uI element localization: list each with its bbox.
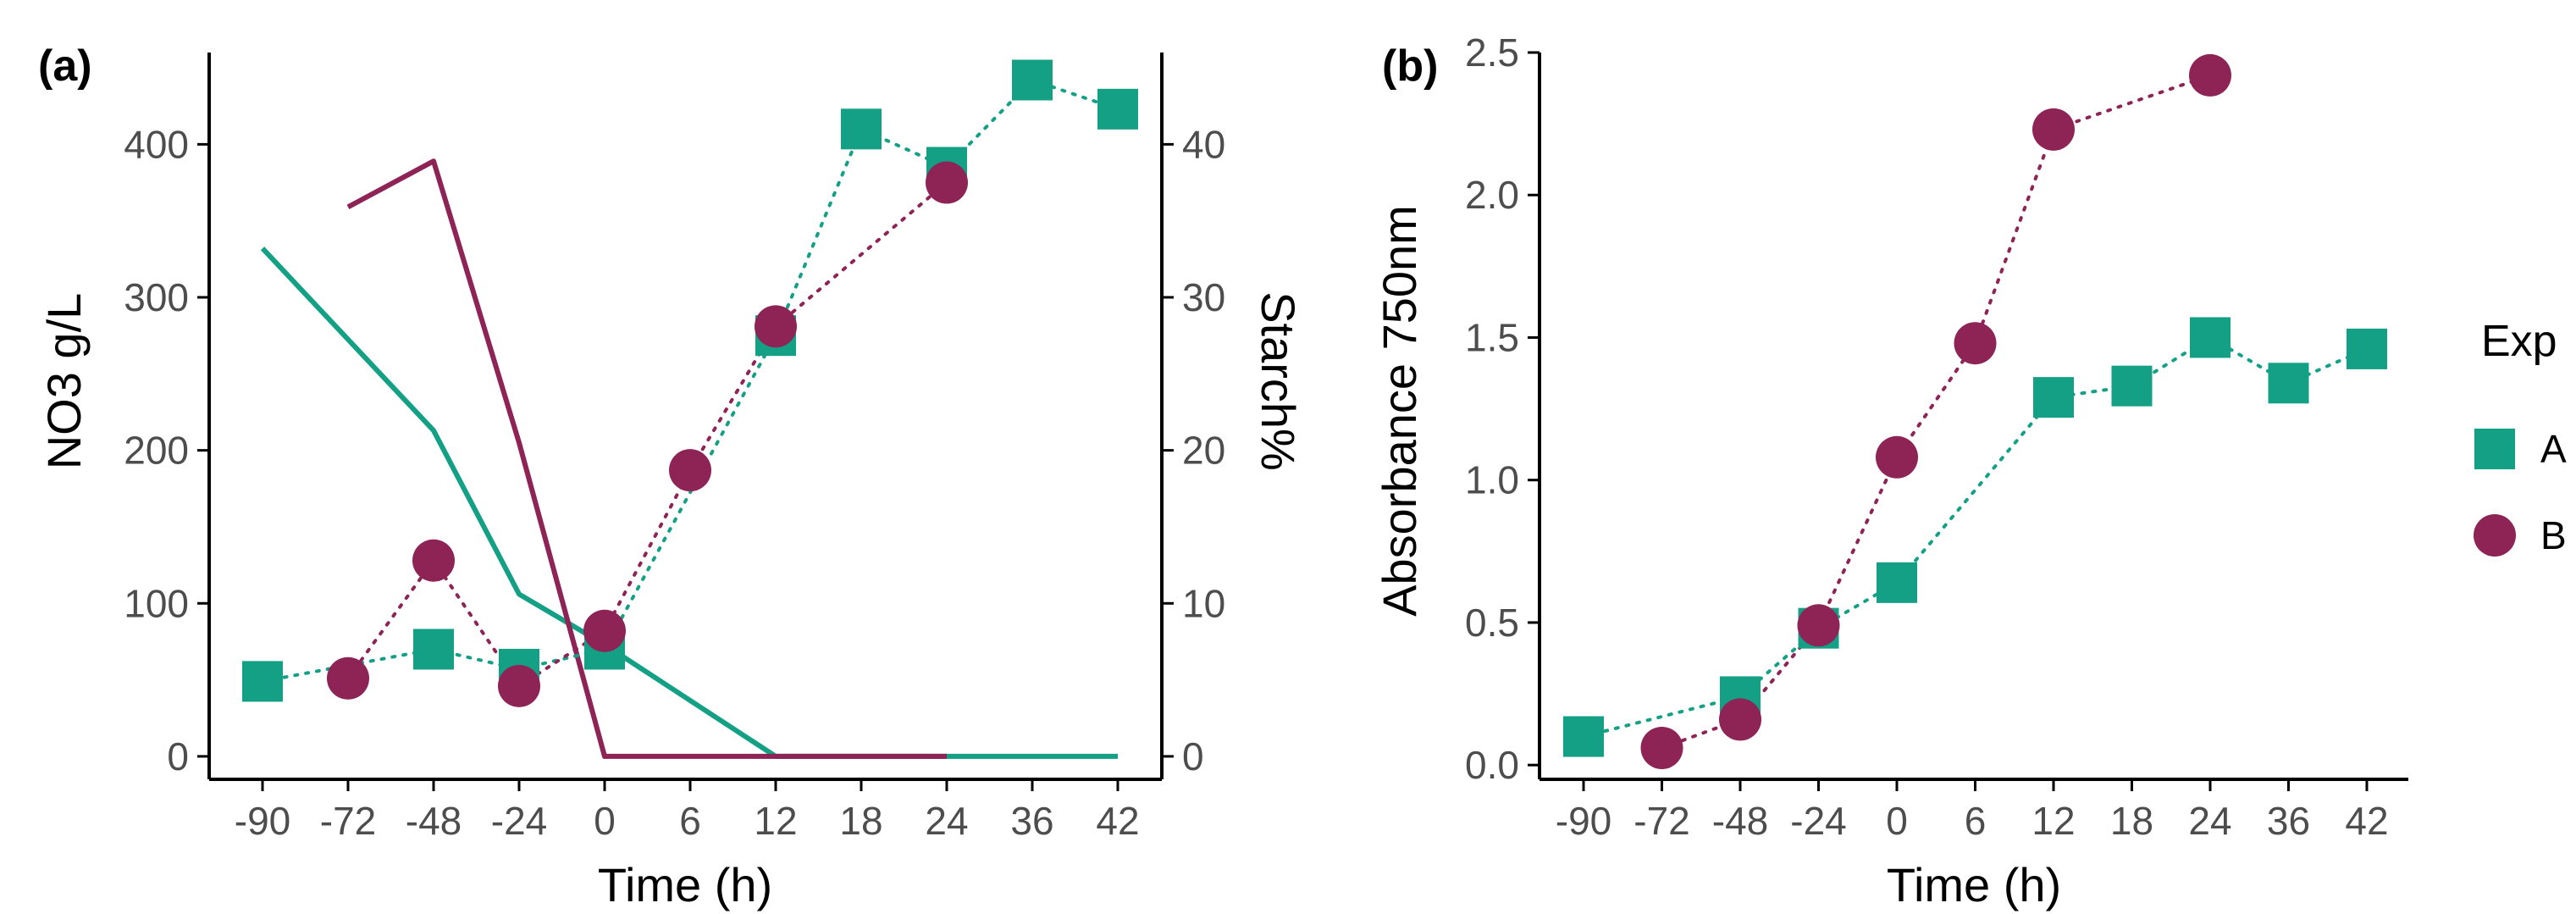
x-tick-label: -24 [491, 799, 547, 843]
legend: Exp AB [2474, 317, 2567, 557]
point-A [1012, 59, 1053, 101]
panel-a-y-axis-title: NO3 g/L [37, 293, 91, 470]
panel-a-x-axis-title: Time (h) [598, 858, 772, 911]
panel-a: (a) -90 -72 -48 -24 0 6 12 18 24 36 42 01002003004… [37, 42, 1305, 911]
x-tick-label: -48 [1712, 799, 1768, 843]
x-tick-label: 18 [839, 799, 882, 843]
x-tick-label: 24 [925, 799, 968, 843]
y-tick-label: 0 [167, 734, 189, 778]
panel-b: (b) -90 -72 -48 -24 0 6 12 18 24 36 42 0.0 0.5 1.0 1.… [1373, 30, 2408, 911]
legend-label-B: B [2540, 513, 2567, 557]
point-A [1563, 716, 1604, 757]
x-tick-label: 12 [2032, 799, 2075, 843]
y-right-tick-label: 10 [1182, 581, 1225, 625]
point-B [498, 664, 540, 707]
panel-a-y-right-axis-title: Starch% [1252, 291, 1305, 471]
series-line-B [1660, 73, 2212, 750]
point-B [1640, 726, 1683, 769]
x-tick-label: 42 [2345, 799, 2388, 843]
x-tick-label: -90 [1556, 799, 1611, 843]
y-tick-label: 400 [124, 122, 189, 166]
x-tick-label: -24 [1790, 799, 1846, 843]
y-tick-label: 2.5 [1465, 30, 1519, 75]
x-tick-label: 6 [1965, 799, 1987, 843]
series-line-A [261, 78, 1119, 684]
y-tick-label: 1.0 [1465, 458, 1519, 502]
y-right-tick-label: 40 [1182, 122, 1225, 166]
point-B [669, 449, 711, 492]
point-A [2190, 317, 2231, 358]
y-tick-label: 200 [124, 429, 189, 473]
y-tick-label: 1.5 [1465, 315, 1519, 359]
point-A [2111, 365, 2153, 407]
x-tick-label: -72 [320, 799, 376, 843]
legend-title: Exp [2481, 317, 2557, 366]
point-A [1877, 562, 1917, 603]
starch-line-A [260, 247, 1118, 759]
panel-b-label: (b) [1382, 42, 1438, 91]
x-tick-label: 36 [2267, 799, 2310, 843]
point-A [2347, 328, 2387, 369]
y-tick-label: 300 [124, 275, 189, 319]
point-B [327, 656, 369, 700]
legend-label-A: A [2540, 427, 2567, 471]
legend-marker-B [2474, 514, 2516, 557]
point-B [1954, 322, 1997, 365]
x-tick-label: 12 [754, 799, 797, 843]
x-tick-label: 0 [594, 799, 616, 843]
x-tick-label: 24 [2188, 799, 2231, 843]
point-A [841, 108, 882, 150]
y-right-tick-label: 20 [1182, 429, 1225, 473]
point-A [2268, 363, 2309, 404]
y-right-tick-label: 0 [1182, 734, 1204, 778]
x-tick-label: 36 [1010, 799, 1053, 843]
y-tick-label: 0.5 [1465, 601, 1519, 645]
x-tick-label: 42 [1096, 799, 1139, 843]
y-tick-label: 100 [124, 581, 189, 625]
point-B [1876, 435, 1918, 479]
panel-b-y-axis-title: Absorbance 750nm [1373, 205, 1426, 617]
y-right-tick-label: 30 [1182, 275, 1225, 319]
y-tick-label: 0.0 [1465, 743, 1519, 787]
point-B [755, 305, 797, 348]
x-tick-label: 18 [2110, 799, 2153, 843]
panel-a-label: (a) [38, 42, 92, 91]
x-tick-label: 0 [1886, 799, 1908, 843]
point-A [413, 629, 454, 670]
point-B [1797, 604, 1840, 647]
x-tick-label: -72 [1633, 799, 1689, 843]
legend-marker-A [2474, 429, 2515, 469]
point-B [412, 539, 455, 582]
series-line-A [1582, 335, 2369, 739]
point-A [1097, 88, 1138, 130]
point-B [926, 161, 968, 204]
x-tick-label: -48 [406, 799, 462, 843]
y-tick-label: 2.0 [1465, 173, 1519, 217]
x-tick-label: -90 [235, 799, 290, 843]
starch-line-B [346, 158, 947, 759]
point-B [2189, 53, 2231, 97]
point-B [583, 609, 626, 652]
point-A [2033, 377, 2074, 418]
panel-b-x-axis-title: Time (h) [1887, 858, 2061, 911]
point-B [1719, 698, 1761, 741]
point-B [2032, 108, 2075, 151]
x-tick-label: 6 [679, 799, 701, 843]
point-A [242, 661, 283, 702]
